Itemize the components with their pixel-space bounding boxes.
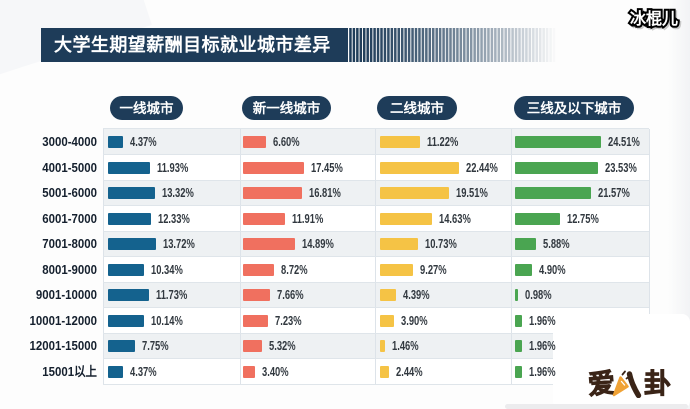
svg-text:冰棍儿: 冰棍儿 (630, 9, 678, 28)
svg-text:冰棍儿: 冰棍儿 (632, 11, 680, 30)
